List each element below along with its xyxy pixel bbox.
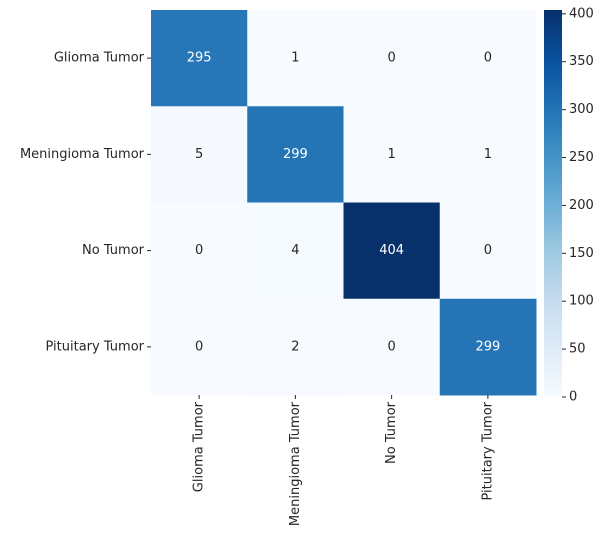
heatmap-cell [151, 10, 248, 107]
cell-value-label: 295 [187, 51, 212, 66]
x-tick-label: Pituitary Tumor [480, 401, 495, 500]
colorbar-tick-label: 0 [569, 390, 577, 405]
x-tick-label: No Tumor [384, 401, 399, 464]
heatmap-cell [439, 202, 537, 300]
cell-value-label: 0 [387, 51, 395, 66]
cell-value-label: 1 [387, 147, 395, 162]
cell-value-label: 1 [484, 147, 492, 162]
heatmap-cell [343, 10, 441, 107]
colorbar-tick-label: 200 [569, 198, 594, 213]
cell-value-label: 0 [195, 339, 203, 354]
cell-value-label: 0 [195, 243, 203, 258]
cell-value-label: 299 [283, 147, 308, 162]
y-tick-label: Glioma Tumor [54, 51, 145, 66]
colorbar-tick-label: 150 [569, 246, 594, 261]
cell-value-label: 4 [291, 243, 299, 258]
cell-value-label: 0 [387, 339, 395, 354]
colorbar-tick-label: 300 [569, 102, 594, 117]
cell-value-label: 2 [291, 339, 299, 354]
heatmap-cell [151, 106, 248, 203]
y-tick-label: No Tumor [82, 243, 145, 258]
heatmap-cell [439, 106, 537, 203]
heatmap-cell [247, 106, 344, 203]
heatmap-cell [151, 298, 248, 396]
y-tick-label: Pituitary Tumor [45, 339, 144, 354]
cell-value-label: 1 [291, 51, 299, 66]
heatmap-cell [247, 10, 344, 107]
heatmap-cell [439, 10, 537, 107]
heatmap-cell [439, 298, 537, 396]
colorbar-tick-label: 400 [569, 6, 594, 21]
cell-value-label: 404 [379, 243, 404, 258]
cell-value-label: 0 [484, 51, 492, 66]
heatmap-cell [151, 202, 248, 300]
colorbar-axis: 0 50 100 150 200 250 300 350 400 [562, 6, 594, 405]
y-tick-label: Meningioma Tumor [20, 147, 145, 162]
cell-value-label: 0 [484, 243, 492, 258]
heatmap-cell [343, 202, 441, 300]
x-tick-label: Meningioma Tumor [288, 401, 303, 526]
colorbar-tick-label: 100 [569, 294, 594, 309]
heatmap-grid: 295 1 0 0 5 299 1 1 0 4 404 0 0 2 0 299 [151, 10, 537, 396]
colorbar [544, 10, 562, 397]
heatmap-cell [343, 106, 441, 203]
colorbar-gradient [544, 10, 562, 397]
y-axis: Glioma Tumor Meningioma Tumor No Tumor Pitu… [20, 51, 151, 354]
colorbar-tick-label: 250 [569, 150, 594, 165]
x-axis: Glioma Tumor Meningioma Tumor No Tumor Pitu… [192, 395, 495, 526]
colorbar-tick-label: 350 [569, 54, 594, 69]
x-tick-label: Glioma Tumor [192, 401, 207, 492]
heatmap-cell [247, 298, 344, 396]
colorbar-tick-label: 50 [569, 342, 586, 357]
cell-value-label: 5 [195, 147, 203, 162]
heatmap-cell [247, 202, 344, 300]
heatmap-cell [343, 298, 441, 396]
cell-value-label: 299 [475, 339, 500, 354]
